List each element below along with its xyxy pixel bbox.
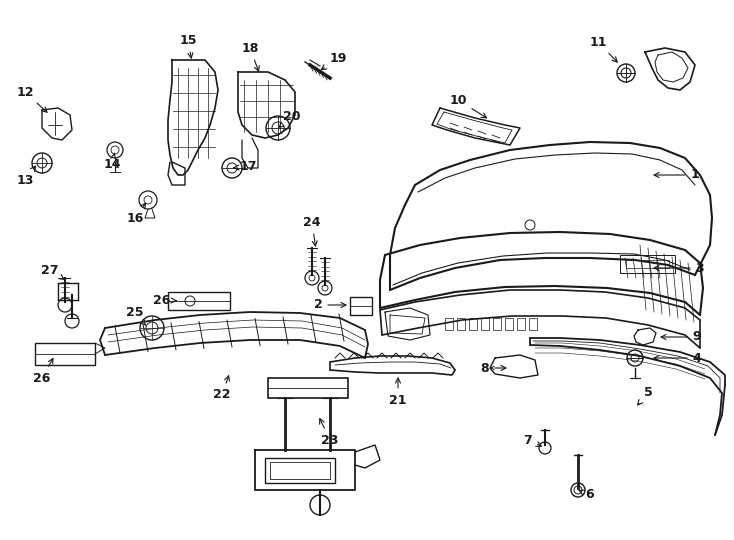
Text: 20: 20	[278, 111, 301, 128]
Text: 19: 19	[321, 51, 346, 70]
Text: 6: 6	[579, 489, 595, 502]
Bar	[493, 318, 501, 330]
Text: 17: 17	[233, 160, 257, 173]
Bar	[35, 343, 95, 365]
Bar	[457, 318, 465, 330]
Text: 3: 3	[654, 261, 705, 274]
Text: 10: 10	[449, 93, 487, 118]
Text: 23: 23	[319, 418, 338, 447]
Bar	[626, 260, 669, 268]
Bar	[469, 318, 477, 330]
Text: 11: 11	[589, 36, 617, 62]
Text: 24: 24	[303, 215, 321, 246]
Bar	[445, 318, 453, 330]
Text: 5: 5	[638, 387, 653, 405]
Text: 21: 21	[389, 378, 407, 407]
Text: 9: 9	[661, 330, 701, 343]
Text: 13: 13	[16, 166, 35, 186]
Text: 14: 14	[103, 153, 121, 172]
Bar	[481, 318, 489, 330]
Text: 1: 1	[654, 168, 700, 181]
Text: 26: 26	[153, 294, 176, 307]
Bar	[620, 255, 675, 273]
Bar	[505, 318, 513, 330]
Bar	[270, 462, 330, 479]
Text: 8: 8	[481, 361, 506, 375]
Bar	[517, 318, 525, 330]
Text: 7: 7	[523, 434, 542, 447]
Text: 12: 12	[16, 85, 47, 112]
Text: 2: 2	[313, 299, 346, 312]
Bar	[350, 297, 372, 315]
Text: 22: 22	[214, 376, 230, 402]
Text: 16: 16	[126, 203, 145, 225]
Bar	[265, 458, 335, 483]
Text: 27: 27	[41, 264, 64, 279]
Text: 18: 18	[241, 42, 259, 71]
Text: 26: 26	[33, 359, 53, 384]
Text: 4: 4	[654, 352, 702, 365]
Bar	[168, 292, 230, 310]
Text: 25: 25	[126, 307, 145, 325]
Bar	[529, 318, 537, 330]
Bar	[268, 378, 348, 398]
Text: 15: 15	[179, 33, 197, 58]
